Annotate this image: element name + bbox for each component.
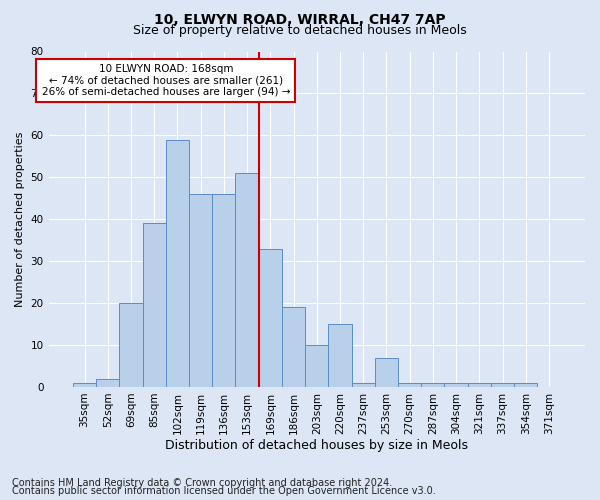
X-axis label: Distribution of detached houses by size in Meols: Distribution of detached houses by size …: [165, 440, 468, 452]
Bar: [328, 324, 352, 387]
Bar: [514, 383, 538, 387]
Bar: [468, 383, 491, 387]
Text: Contains HM Land Registry data © Crown copyright and database right 2024.: Contains HM Land Registry data © Crown c…: [12, 478, 392, 488]
Bar: [189, 194, 212, 387]
Bar: [398, 383, 421, 387]
Text: Contains public sector information licensed under the Open Government Licence v3: Contains public sector information licen…: [12, 486, 436, 496]
Bar: [445, 383, 468, 387]
Bar: [119, 303, 143, 387]
Bar: [166, 140, 189, 387]
Bar: [212, 194, 235, 387]
Bar: [143, 224, 166, 387]
Bar: [421, 383, 445, 387]
Bar: [73, 383, 96, 387]
Bar: [375, 358, 398, 387]
Bar: [96, 378, 119, 387]
Text: Size of property relative to detached houses in Meols: Size of property relative to detached ho…: [133, 24, 467, 37]
Bar: [305, 345, 328, 387]
Bar: [352, 383, 375, 387]
Bar: [491, 383, 514, 387]
Text: 10, ELWYN ROAD, WIRRAL, CH47 7AP: 10, ELWYN ROAD, WIRRAL, CH47 7AP: [154, 12, 446, 26]
Bar: [235, 173, 259, 387]
Bar: [282, 308, 305, 387]
Y-axis label: Number of detached properties: Number of detached properties: [15, 132, 25, 307]
Text: 10 ELWYN ROAD: 168sqm
← 74% of detached houses are smaller (261)
26% of semi-det: 10 ELWYN ROAD: 168sqm ← 74% of detached …: [41, 64, 290, 98]
Bar: [259, 248, 282, 387]
